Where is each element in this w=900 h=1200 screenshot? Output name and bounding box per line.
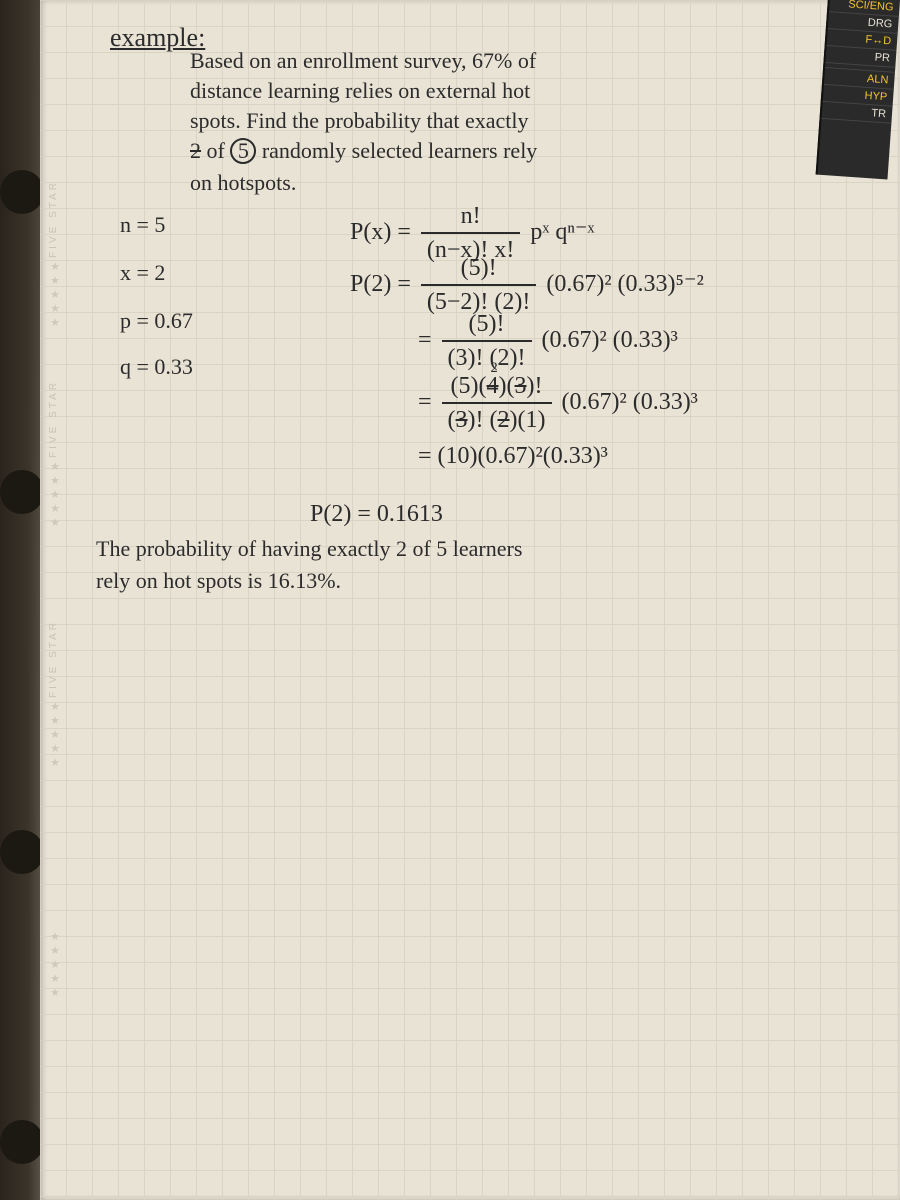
star-strip: ★★★★★ bbox=[46, 700, 64, 770]
star-strip: ★★★★★ bbox=[46, 930, 64, 1000]
star-strip: ★★★★★ bbox=[46, 460, 64, 530]
photo-surface: FIVE STAR ★★★★★ FIVE STAR ★★★★★ FIVE STA… bbox=[0, 0, 900, 1200]
star-strip: ★★★★★ bbox=[46, 260, 64, 330]
step-3: = (5)(4)(3)!2 (3)! (2)(1) (0.67)² (0.33)… bbox=[418, 370, 698, 437]
brand-label: FIVE STAR bbox=[48, 620, 62, 698]
step-4: = (10)(0.67)²(0.33)³ bbox=[418, 440, 608, 472]
problem-line: on hotspots. bbox=[190, 168, 296, 198]
problem-line: Based on an enrollment survey, 67% of bbox=[190, 46, 536, 76]
given-x: x = 2 bbox=[120, 258, 165, 288]
spiral-bump bbox=[0, 470, 44, 514]
problem-line: distance learning relies on external hot bbox=[190, 76, 530, 106]
calculator-edge: SCI/ENG DRG F↔D PR ALN HYP TR bbox=[816, 0, 900, 180]
grid-lines bbox=[40, 0, 900, 1200]
graph-paper: FIVE STAR ★★★★★ FIVE STAR ★★★★★ FIVE STA… bbox=[40, 0, 900, 1200]
brand-label: FIVE STAR bbox=[48, 380, 62, 458]
brand-label: FIVE STAR bbox=[48, 180, 62, 258]
given-q: q = 0.33 bbox=[120, 352, 193, 382]
calc-key: TR bbox=[822, 102, 893, 124]
result: P(2) = 0.1613 bbox=[310, 498, 443, 530]
step-2: = (5)!(3)! (2)! (0.67)² (0.33)³ bbox=[418, 308, 678, 375]
spiral-bump bbox=[0, 830, 44, 874]
problem-line: spots. Find the probability that exactly bbox=[190, 106, 529, 136]
struck-2: 2 bbox=[190, 138, 201, 163]
conclusion-line: The probability of having exactly 2 of 5… bbox=[96, 534, 522, 564]
spiral-bump bbox=[0, 1120, 44, 1164]
conclusion-line: rely on hot spots is 16.13%. bbox=[96, 566, 341, 596]
spiral-bump bbox=[0, 170, 44, 214]
problem-line: 2 of 5 randomly selected learners rely bbox=[190, 136, 537, 166]
given-p: p = 0.67 bbox=[120, 306, 193, 336]
given-n: n = 5 bbox=[120, 210, 165, 240]
circled-5: 5 bbox=[230, 138, 256, 164]
